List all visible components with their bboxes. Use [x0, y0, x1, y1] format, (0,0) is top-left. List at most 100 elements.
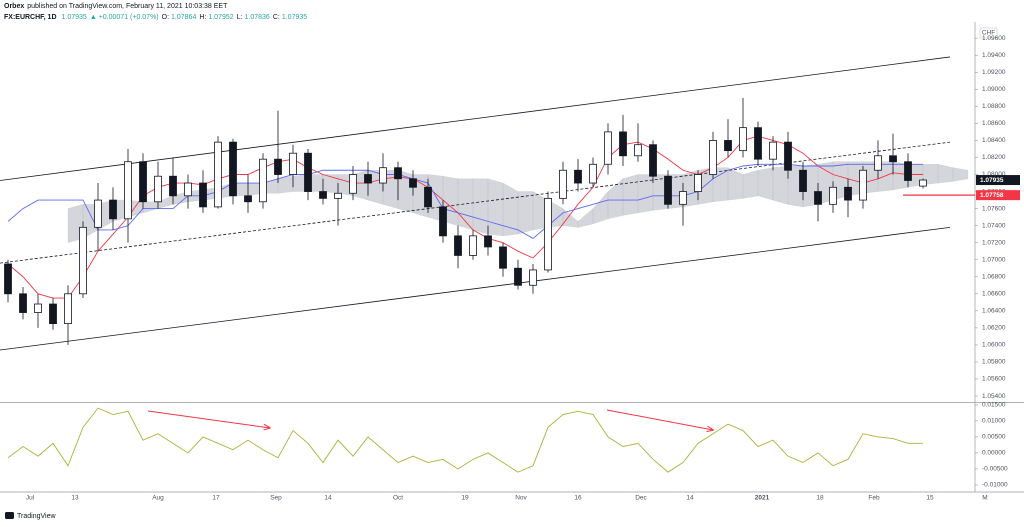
currency: CHF	[982, 30, 995, 37]
ohlc-label: H:	[199, 14, 206, 21]
symbol-line: FX:EURCHF, 1D 1.07935 ▲ +0.00071 (+0.07%) O…	[4, 14, 307, 21]
candle-body	[319, 191, 327, 199]
publisher: Orbex	[4, 3, 24, 10]
y-tick-label: 1.08800	[982, 103, 1006, 110]
y-tick-label: 1.08600	[982, 120, 1006, 127]
candle-body	[259, 158, 267, 203]
cloud	[472, 178, 489, 235]
ohlc-label: O:	[162, 14, 169, 21]
brand-logo	[5, 512, 14, 519]
candle-body	[889, 155, 897, 163]
candle-body	[664, 175, 672, 205]
cloud	[277, 175, 294, 194]
x-tick-label: Nov	[515, 495, 527, 502]
ohlc-label: L:	[237, 14, 243, 21]
candle-body	[394, 167, 402, 180]
candle-body	[154, 175, 162, 203]
x-tick-label: Feb	[868, 495, 880, 502]
divergence-arrow	[147, 410, 270, 428]
y-tick-label: 1.05800	[982, 359, 1006, 366]
y2-tick-label: -0.00500	[982, 466, 1008, 473]
candle-body	[724, 140, 732, 152]
candle-body	[109, 199, 117, 220]
candle-body	[64, 293, 72, 325]
x-tick-label: Dec	[635, 495, 647, 502]
indicator-line	[7, 163, 923, 239]
y2-tick-label: 0.00500	[982, 434, 1006, 441]
candle-body	[454, 235, 462, 256]
y-tick-label: 1.05600	[982, 376, 1006, 383]
candle-body	[529, 269, 537, 286]
brand: TradingView	[5, 512, 56, 520]
x-tick-label: Jul	[26, 495, 35, 502]
cloud	[487, 178, 504, 237]
x-tick-label: 17	[212, 495, 220, 502]
candle-body	[799, 169, 807, 192]
y-tick-label: 1.05400	[982, 393, 1006, 400]
last-price: 1.07935	[62, 14, 87, 21]
divergence-arrow	[606, 409, 713, 430]
y-tick-label: 1.06600	[982, 291, 1006, 298]
y-tick-label: 1.09600	[982, 35, 1006, 42]
candle-body	[694, 174, 702, 192]
candle-body	[739, 127, 747, 152]
cloud	[757, 167, 774, 201]
cloud	[142, 201, 159, 214]
candle-body	[124, 161, 132, 220]
candle-body	[424, 186, 432, 208]
last-price-box	[976, 175, 1020, 186]
channel-line	[0, 56, 951, 181]
y2-tick-label: 0.00000	[982, 450, 1006, 457]
x-tick-label: M	[982, 495, 987, 502]
ohlc-value: 1.07952	[208, 14, 233, 21]
x-tick-label: 15	[926, 495, 934, 502]
y-tick-label: 1.07400	[982, 222, 1006, 229]
cloud	[772, 165, 789, 205]
candle-body	[409, 178, 417, 188]
candle-body	[334, 192, 342, 199]
y-tick-label: 1.06800	[982, 273, 1006, 280]
candle-body	[619, 131, 627, 157]
y-tick-label: 1.06400	[982, 308, 1006, 315]
candle-body	[379, 167, 387, 184]
ohlc-value: 1.07836	[245, 14, 270, 21]
candle-body	[559, 169, 567, 199]
cloud	[457, 178, 474, 231]
candle-body	[79, 226, 87, 295]
y-tick-label: 1.06200	[982, 325, 1006, 332]
candle-body	[814, 191, 822, 205]
candle-body	[634, 144, 642, 157]
ohlc-value: 1.07935	[282, 14, 307, 21]
candle-body	[604, 131, 612, 165]
level-label-box	[976, 190, 1020, 201]
y-tick-label: 1.08400	[982, 137, 1006, 144]
candle-body	[829, 186, 837, 205]
candle-body	[919, 179, 927, 187]
candle-body	[94, 199, 102, 228]
y-tick-label: 1.07000	[982, 256, 1006, 263]
candle-body	[544, 197, 552, 271]
y2-tick-label: 0.01500	[982, 402, 1006, 409]
publish-line: Orbex published on TradingView.com, Febru…	[4, 3, 228, 10]
cloud	[622, 174, 639, 216]
currency-box	[979, 27, 998, 39]
published: published on TradingView.com, February 1…	[27, 3, 228, 10]
x-tick-label: Sep	[270, 495, 282, 502]
ohlc-value: 1.07864	[171, 14, 196, 21]
candle-body	[514, 267, 522, 286]
candle-body	[274, 158, 282, 175]
candle-body	[199, 182, 207, 208]
y-tick-label: 1.09200	[982, 69, 1006, 76]
y-tick-label: 1.08000	[982, 171, 1006, 178]
y-tick-label: 1.06000	[982, 342, 1006, 349]
candle-body	[709, 140, 717, 175]
symbol: FX:EURCHF, 1D	[4, 14, 57, 21]
channel-line	[0, 226, 951, 351]
y-tick-label: 1.07200	[982, 239, 1006, 246]
x-tick-label: 2021	[755, 495, 770, 502]
cloud	[727, 167, 744, 201]
candle-body	[169, 175, 177, 197]
y-tick-label: 1.09000	[982, 86, 1006, 93]
y-tick-label: 1.07600	[982, 205, 1006, 212]
